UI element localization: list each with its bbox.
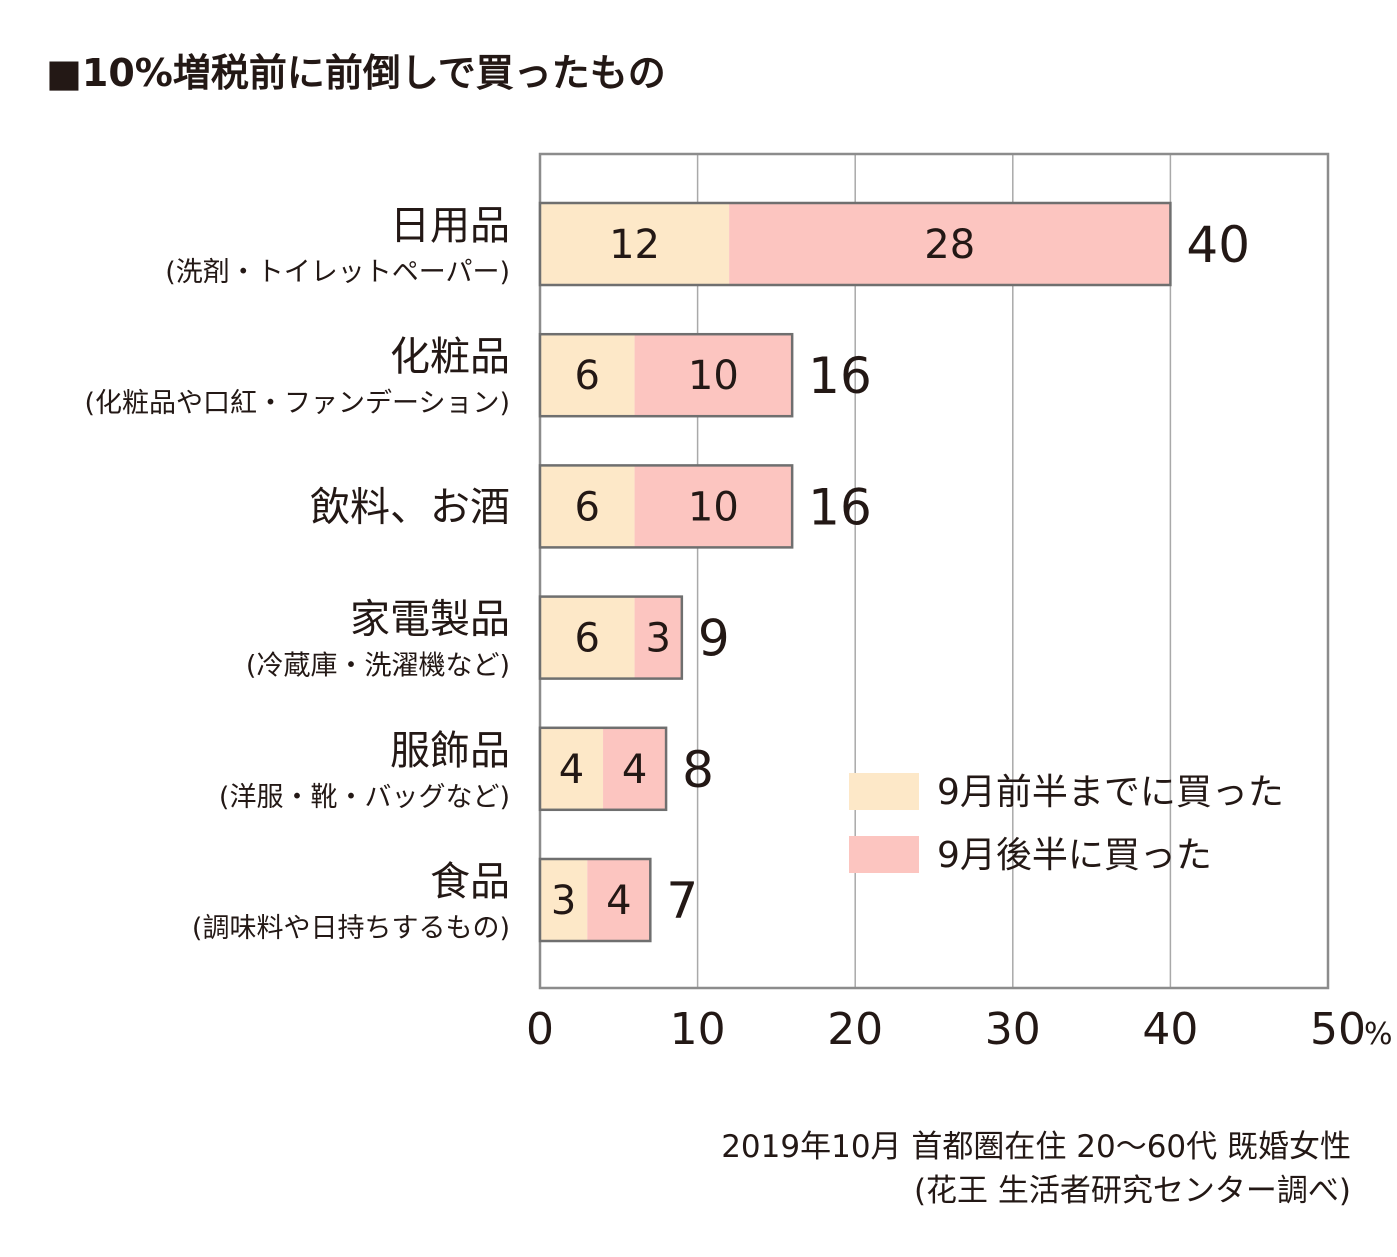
bar-outline: [538, 464, 794, 549]
bar-total-label: 16: [808, 347, 872, 405]
bar-value-label: 6: [575, 484, 600, 530]
category-label: 日用品: [390, 203, 510, 249]
bar-value-label: 4: [559, 747, 584, 793]
category-sublabel: (調味料や日持ちするもの): [192, 913, 510, 944]
x-tick-label: 10: [670, 1004, 726, 1055]
bar-segment-late: [587, 859, 651, 941]
bar-segment-early: [540, 203, 730, 285]
bar-value-label: 6: [575, 353, 600, 399]
legend-swatch: [849, 773, 919, 810]
bar-outline: [538, 201, 1172, 287]
chart-title: ■10%増税前に前倒しで買ったもの: [46, 51, 666, 95]
bar-value-label: 12: [609, 222, 660, 268]
bar-value-label: 28: [924, 222, 975, 268]
source-note-line1: 2019年10月 首都圏在住 20〜60代 既婚女性: [721, 1129, 1351, 1165]
bar-total-label: 16: [808, 478, 872, 536]
source-note: 2019年10月 首都圏在住 20〜60代 既婚女性 (花王 生活者研究センター…: [721, 1125, 1351, 1213]
bar-total-label: 7: [666, 872, 698, 930]
bar-outline: [538, 726, 668, 812]
legend-label: 9月後半に買った: [937, 835, 1212, 876]
bar-total-label: 9: [698, 610, 730, 668]
grid-lines: [538, 152, 1330, 990]
bar-segment-late: [634, 334, 793, 417]
bar-segment-late: [603, 727, 667, 810]
legend-label: 9月前半までに買った: [937, 772, 1284, 813]
bar-segment-late: [729, 203, 1171, 285]
x-axis-ticks: 0 10 20 30 40 50%: [526, 1004, 1393, 1055]
category-label: 化粧品: [390, 334, 510, 380]
category-sublabel: (洋服・靴・バッグなど): [219, 782, 510, 813]
category-label: 服飾品: [390, 728, 510, 774]
bar-segment-early: [540, 465, 635, 548]
x-tick-label: 40: [1142, 1004, 1198, 1055]
category-label: 飲料、お酒: [310, 484, 510, 530]
bars: 12 28 406 10 166 10 166 3 94 4 83 4 7: [538, 201, 1250, 943]
x-axis-unit: %: [1364, 1017, 1393, 1052]
bar-outline: [538, 857, 652, 943]
bar-segment-early: [540, 727, 604, 810]
plot-frame: [538, 152, 1330, 990]
bar-segment-early: [540, 334, 635, 417]
bar-segment-late: [634, 465, 793, 548]
bar-value-label: 6: [575, 616, 600, 662]
legend-swatch: [849, 836, 919, 873]
bar-value-label: 4: [622, 747, 647, 793]
bar-value-label: 10: [688, 353, 739, 399]
category-labels: 日用品 (洗剤・トイレットペーパー) 化粧品 (化粧品や口紅・ファンデーション) 飲料、…: [84, 203, 510, 944]
x-tick-label: 0: [526, 1004, 554, 1055]
category-sublabel: (洗剤・トイレットペーパー): [165, 257, 510, 288]
bar-segment-early: [540, 596, 635, 679]
bar-outline: [538, 332, 794, 418]
category-sublabel: (冷蔵庫・洗濯機など): [246, 651, 510, 682]
bar-segment-early: [540, 859, 588, 941]
category-label: 食品: [430, 859, 510, 905]
source-note-line2: (花王 生活者研究センター調べ): [913, 1173, 1351, 1209]
bar-value-label: 3: [551, 878, 576, 924]
bar-segment-late: [634, 596, 682, 679]
bar-outline: [538, 595, 684, 680]
x-tick-label: 30: [985, 1004, 1041, 1055]
bar-total-label: 40: [1186, 216, 1250, 274]
bar-value-label: 10: [688, 484, 739, 530]
x-tick-label: 20: [827, 1004, 883, 1055]
bar-total-label: 8: [682, 741, 714, 799]
category-label: 家電製品: [350, 597, 510, 643]
category-sublabel: (化粧品や口紅・ファンデーション): [84, 388, 510, 419]
bar-value-label: 3: [645, 616, 670, 662]
bar-value-label: 4: [606, 878, 631, 924]
legend: 9月前半までに買った 9月後半に買った: [849, 772, 1284, 876]
x-tick-label: 50: [1310, 1004, 1366, 1055]
